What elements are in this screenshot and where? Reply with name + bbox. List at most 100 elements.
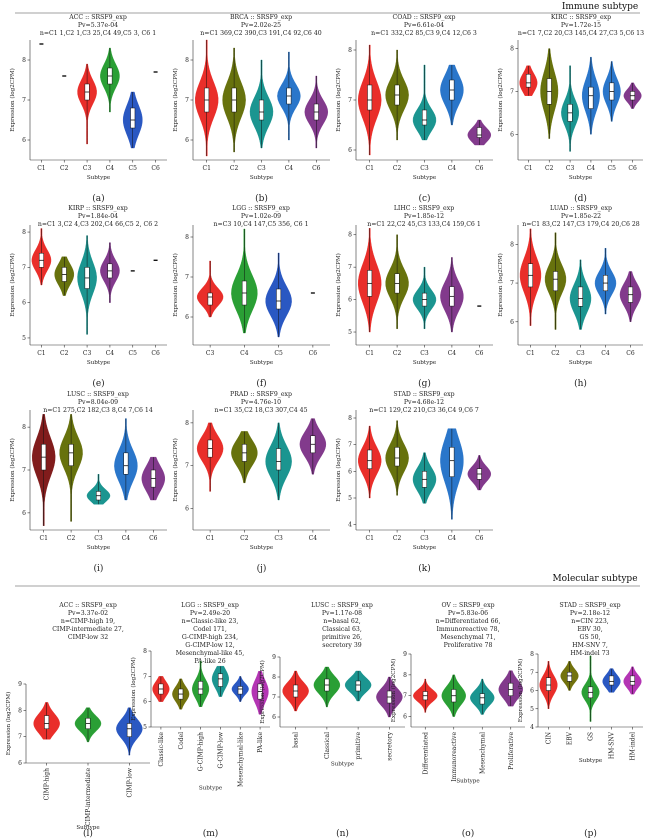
chart-title-line: n=C1 275,C2 182,C3 8,C4 7,C6 14 [43, 407, 153, 414]
chart-title-line: STAD :: SRSF9_exp [559, 602, 620, 609]
chart-title-line: Codel 171, [193, 626, 227, 633]
chart-title-line: BRCA :: SRSF9_exp [230, 14, 292, 21]
y-tick-label: 7 [348, 97, 352, 104]
y-tick-label: 5 [530, 706, 534, 713]
panel-label: (a) [92, 193, 104, 204]
x-tick-label: C3 [257, 165, 266, 172]
x-axis-label: Subtype [250, 360, 274, 366]
x-tick-label: C6 [628, 165, 637, 172]
chart-title-line: n=CIMP-high 19, [61, 618, 115, 625]
panel-label: (k) [418, 563, 430, 574]
x-tick-label: C1 [365, 165, 373, 172]
x-tick-label: C5 [129, 350, 138, 357]
x-tick-label: C4 [285, 165, 294, 172]
chart-title-line: Pv=1.85e-22 [561, 213, 601, 220]
violin-box [276, 448, 282, 471]
violin-box [198, 681, 204, 695]
violin-box [367, 449, 373, 469]
x-tick-label: C2 [393, 350, 402, 357]
x-tick-label: C3 [83, 350, 92, 357]
y-axis-label: Expression (log2CPM) [9, 438, 16, 502]
x-tick-label: C2 [393, 165, 402, 172]
y-axis-label: Expression (log2CPM) [172, 253, 179, 317]
y-axis-label: Expression (log2CPM) [130, 657, 137, 721]
x-tick-label: C4 [106, 350, 115, 357]
y-tick-label: 6 [403, 714, 407, 721]
x-tick-label: C5 [608, 165, 617, 172]
chart-title-line: n=C1 22,C2 45,C3 133,C4 159,C6 1 [367, 221, 481, 228]
chart-title-line: n=C1 1,C2 1,C3 25,C4 49,C5 3, C6 1 [40, 30, 156, 37]
x-axis-label: Subtype [87, 175, 111, 181]
x-axis-label: Subtype [579, 758, 603, 764]
x-tick-label: G-CIMP-low [217, 731, 224, 768]
y-tick-label: 6 [348, 468, 352, 475]
x-axis-label: Subtype [456, 779, 480, 785]
x-tick-label: C3 [83, 165, 92, 172]
y-axis-label: Expression (log2CPM) [172, 438, 179, 502]
violin-box [394, 447, 400, 467]
y-tick-label: 8 [22, 57, 26, 64]
chart-title-line: Pv=4.68e-12 [404, 399, 444, 406]
violin-box [237, 686, 243, 695]
panel-label: (h) [574, 378, 587, 389]
y-tick-label: 8 [510, 241, 514, 248]
panel-label: (i) [94, 563, 104, 574]
chart-panel: OV :: SRSF9_expPv=5.83e-06n=Differentiat… [390, 602, 525, 839]
x-tick-label: C2 [393, 535, 402, 542]
y-axis-label: Expression (log2CPM) [335, 438, 342, 502]
x-tick-label: basal [293, 732, 300, 748]
violin-box [479, 693, 485, 705]
y-tick-label: 6 [185, 314, 189, 321]
y-tick-label: 6 [22, 300, 26, 307]
x-tick-label: Differentiated [422, 732, 429, 775]
x-tick-label: C1 [202, 165, 210, 172]
y-tick-label: 7 [185, 97, 189, 104]
chart-title-line: n=C1 7,C2 20,C3 145,C4 27,C3 5,C6 13 [518, 30, 644, 37]
y-tick-label: 8 [22, 229, 26, 236]
x-tick-label: C4 [122, 535, 131, 542]
chart-title-line: Pv=1.02e-09 [241, 213, 281, 220]
chart-title-line: Pv=1.84e-04 [78, 213, 118, 220]
panel-label: (b) [255, 193, 268, 204]
violin-box [567, 672, 572, 682]
y-axis-label: Expression (log2CPM) [497, 68, 504, 132]
x-axis-label: Subtype [87, 545, 111, 551]
x-tick-label: HM-SNV [609, 731, 616, 759]
chart-title-line: CIMP-low 32 [68, 634, 108, 641]
x-tick-label: C3 [274, 535, 283, 542]
y-tick-label: 8 [143, 648, 147, 655]
violin-box [367, 84, 373, 111]
chart-title-line: LIHC :: SRSF9_exp [394, 205, 454, 212]
x-tick-label: C4 [587, 165, 596, 172]
chart-title-line: CIMP-intermediate 27, [52, 626, 124, 633]
y-tick-label: 9 [18, 681, 22, 688]
violin-box [609, 675, 614, 686]
chart-title-line: PA-like 26 [194, 658, 225, 665]
chart-title-line: Pv=8.04e-09 [78, 399, 118, 406]
violin-box [126, 723, 132, 737]
x-tick-label: CIMP-intermediate [85, 768, 92, 826]
violin-box [207, 292, 213, 306]
violin-box [276, 288, 282, 310]
x-tick-label: C1 [37, 165, 45, 172]
x-tick-label: Mesenchymal-like [237, 732, 244, 787]
y-axis-label: Expression (log2CPM) [335, 253, 342, 317]
chart-title-line: LUAD :: SRSF9_exp [550, 205, 612, 212]
x-tick-label: Classical [324, 732, 331, 759]
y-axis-label: Expression (log2CPM) [9, 253, 16, 317]
panel-label: (e) [92, 378, 104, 389]
y-tick-label: 7 [510, 280, 514, 287]
x-tick-label: C1 [524, 165, 532, 172]
x-tick-label: C1 [365, 535, 373, 542]
chart-title-line: Pv=2.02e-25 [241, 22, 281, 29]
chart-title-line: Pv=2.49e-20 [190, 610, 230, 617]
chart-title-line: LGG :: SRSF9_exp [232, 205, 290, 212]
chart-title-line: secretory 39 [322, 642, 361, 649]
y-axis-label: Expression (log2CPM) [497, 253, 504, 317]
y-tick-label: 7 [22, 97, 26, 104]
y-tick-label: 9 [403, 651, 407, 658]
x-tick-label: secretory [386, 731, 393, 760]
